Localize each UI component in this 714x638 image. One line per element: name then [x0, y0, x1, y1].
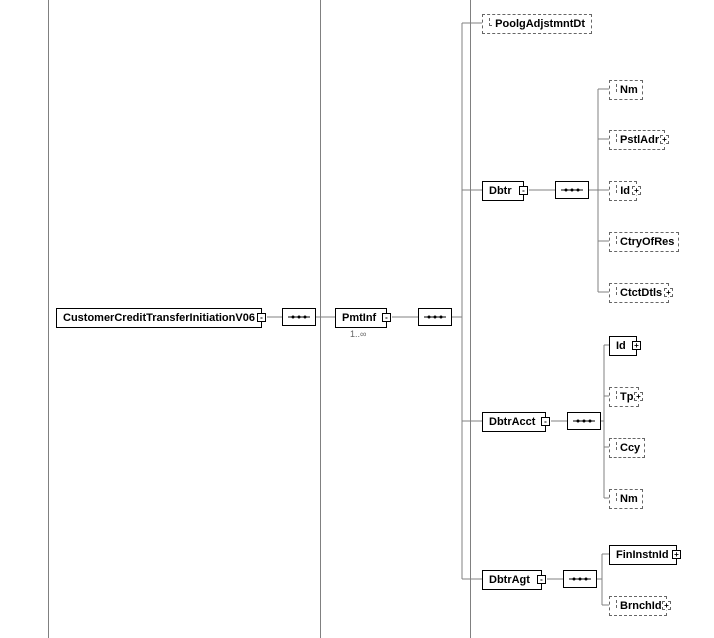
node-label: DbtrAgt — [489, 574, 530, 586]
node-label: CtryOfRes — [620, 236, 674, 248]
node-poolg[interactable]: PoolgAdjstmntDt — [482, 14, 592, 34]
dogear-icon — [616, 287, 617, 295]
node-label: Nm — [620, 84, 638, 96]
collapse-icon[interactable]: - — [537, 575, 546, 584]
node-label: PstlAdr — [620, 134, 659, 146]
expand-icon[interactable]: + — [664, 288, 673, 297]
node-label: CtctDtls — [620, 287, 662, 299]
collapse-icon[interactable]: - — [519, 186, 528, 195]
node-nm2[interactable]: Nm — [609, 489, 643, 509]
node-ccy[interactable]: Ccy — [609, 438, 645, 458]
node-fininstnid[interactable]: FinInstnId + — [609, 545, 677, 565]
node-label: PmtInf — [342, 312, 376, 324]
cardinality-pmtinf: 1..∞ — [350, 329, 366, 339]
node-label: Ccy — [620, 442, 640, 454]
dogear-icon — [616, 134, 617, 142]
node-id1[interactable]: Id + — [609, 181, 637, 201]
expand-icon[interactable]: + — [632, 186, 641, 195]
node-label: PoolgAdjstmntDt — [495, 18, 585, 30]
dogear-icon — [616, 442, 617, 450]
node-ctct[interactable]: CtctDtls + — [609, 283, 669, 303]
sequence-dbtragt[interactable] — [563, 570, 597, 588]
node-dbtr[interactable]: Dbtr - — [482, 181, 524, 201]
dogear-icon — [616, 391, 617, 399]
node-tp[interactable]: Tp + — [609, 387, 639, 407]
node-pstladr[interactable]: PstlAdr + — [609, 130, 665, 150]
sequence-dbtr[interactable] — [555, 181, 589, 199]
dogear-icon — [489, 18, 492, 26]
sequence-dbtracct[interactable] — [567, 412, 601, 430]
dogear-icon — [616, 185, 617, 193]
dogear-icon — [616, 236, 617, 244]
expand-icon[interactable]: + — [632, 341, 641, 350]
node-label: Tp — [620, 391, 633, 403]
node-ctry[interactable]: CtryOfRes — [609, 232, 679, 252]
node-label: CustomerCreditTransferInitiationV06 — [63, 312, 255, 324]
sequence-root[interactable] — [282, 308, 316, 326]
node-label: DbtrAcct — [489, 416, 535, 428]
sequence-pmtinf[interactable] — [418, 308, 452, 326]
expand-icon[interactable]: + — [660, 135, 669, 144]
node-root[interactable]: CustomerCreditTransferInitiationV06 - — [56, 308, 262, 328]
node-label: FinInstnId — [616, 549, 669, 561]
node-pmtinf[interactable]: PmtInf - — [335, 308, 387, 328]
expand-icon[interactable]: + — [634, 392, 643, 401]
dogear-icon — [616, 84, 617, 92]
dogear-icon — [616, 493, 617, 501]
collapse-icon[interactable]: - — [257, 313, 266, 322]
dogear-icon — [616, 600, 617, 608]
node-label: Dbtr — [489, 185, 512, 197]
node-label: Nm — [620, 493, 638, 505]
expand-icon[interactable]: + — [672, 550, 681, 559]
expand-icon[interactable]: + — [662, 601, 671, 610]
node-id2[interactable]: Id + — [609, 336, 637, 356]
node-dbtragt[interactable]: DbtrAgt - — [482, 570, 542, 590]
collapse-icon[interactable]: - — [541, 417, 550, 426]
node-label: Id — [616, 340, 626, 352]
node-nm[interactable]: Nm — [609, 80, 643, 100]
node-label: BrnchId — [620, 600, 662, 612]
node-label: Id — [620, 185, 630, 197]
node-brnchid[interactable]: BrnchId + — [609, 596, 667, 616]
node-dbtracct[interactable]: DbtrAcct - — [482, 412, 546, 432]
collapse-icon[interactable]: - — [382, 313, 391, 322]
